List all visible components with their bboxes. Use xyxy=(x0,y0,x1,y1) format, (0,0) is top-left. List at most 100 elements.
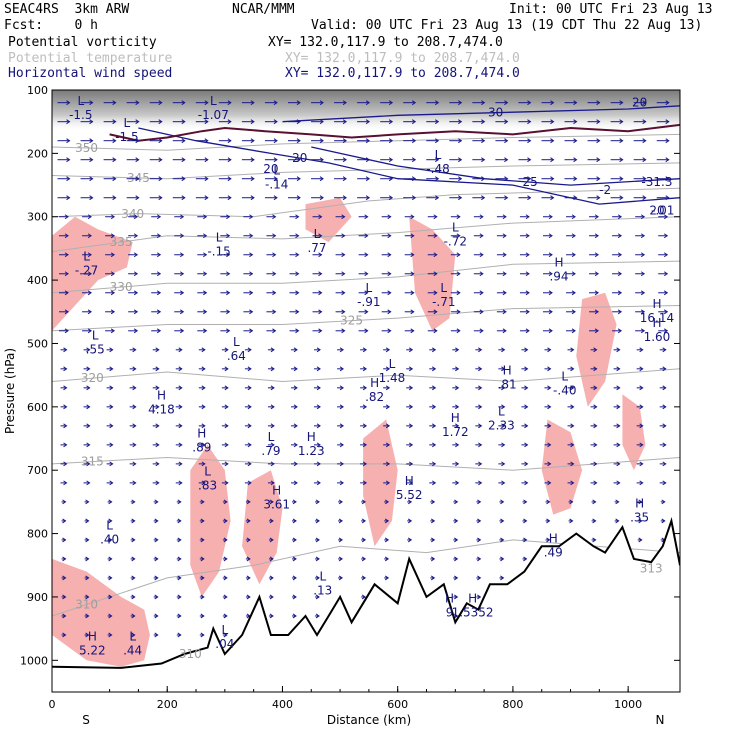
wind-vector xyxy=(613,347,621,353)
wind-vector xyxy=(126,157,140,163)
wind-vector xyxy=(590,347,598,353)
wind-vector xyxy=(290,480,298,486)
wind-vector xyxy=(128,252,139,258)
wind-vector xyxy=(290,442,298,448)
wind-vector xyxy=(542,309,553,315)
wind-vector xyxy=(129,347,137,353)
wind-vector xyxy=(84,613,90,619)
wind-vector xyxy=(636,461,644,467)
wind-vector xyxy=(358,290,369,296)
wind-vector xyxy=(107,499,113,505)
wind-vector xyxy=(337,385,344,391)
wind-vector xyxy=(633,195,647,201)
wind-vector xyxy=(153,632,159,638)
wind-vector xyxy=(287,176,301,182)
extremum-low-marker: L xyxy=(106,519,113,533)
wind-vector xyxy=(268,594,274,600)
extremum-value: 3.61 xyxy=(263,498,290,512)
wind-vector xyxy=(106,461,114,467)
wind-vector xyxy=(312,252,323,258)
wind-vector xyxy=(544,423,552,429)
wind-vector xyxy=(495,195,509,201)
extremum-value: -1.5 xyxy=(115,130,138,144)
wind-vector xyxy=(453,499,459,505)
wind-vector xyxy=(587,138,601,144)
wind-vector xyxy=(519,233,530,239)
field-name-wind: Horizontal wind speed xyxy=(8,66,173,81)
wind-vector xyxy=(244,480,252,486)
wind-vector xyxy=(220,252,231,258)
wind-vector xyxy=(84,575,90,581)
wind-vector xyxy=(544,461,552,467)
wind-vector xyxy=(266,328,277,334)
wind-vector xyxy=(195,176,209,182)
wind-vector xyxy=(360,366,368,372)
extremum-high-marker: H xyxy=(503,363,512,377)
wind-vector xyxy=(476,594,482,600)
wind-vector xyxy=(472,176,486,182)
wind-vector xyxy=(243,271,254,277)
wind-vector xyxy=(613,366,621,372)
wind-vector xyxy=(357,100,371,106)
wind-vector xyxy=(429,480,437,486)
wind-vector xyxy=(544,385,552,391)
wind-vector xyxy=(266,271,277,277)
extremum-low-marker: L xyxy=(124,116,131,130)
wind-vector xyxy=(314,366,321,372)
wind-vector xyxy=(244,385,252,391)
wind-vector xyxy=(84,594,90,600)
extremum-value: -.48 xyxy=(426,162,449,176)
wind-vector xyxy=(403,100,417,106)
y-tick-label: 600 xyxy=(27,401,48,414)
wind-vector xyxy=(403,195,417,201)
contour-label: -31.3 xyxy=(641,175,672,189)
wind-vector xyxy=(541,195,555,201)
wind-vector xyxy=(83,461,91,467)
wind-vector xyxy=(197,290,208,296)
wind-vector xyxy=(107,594,113,600)
extremum-low-marker: L xyxy=(389,357,396,371)
extremum-value: -.14 xyxy=(265,178,288,192)
wind-vector xyxy=(337,366,344,372)
wind-vector xyxy=(610,119,624,125)
wind-vector xyxy=(360,404,368,410)
wind-vector xyxy=(287,100,301,106)
wind-vector xyxy=(218,176,232,182)
wind-vector xyxy=(312,233,323,239)
wind-vector xyxy=(476,499,482,505)
wind-vector xyxy=(587,100,601,106)
wind-vector xyxy=(245,556,251,562)
theta-contour-label: 315 xyxy=(81,455,104,469)
extremum-value: .64 xyxy=(227,349,246,363)
wind-vector xyxy=(175,347,183,353)
wind-vector xyxy=(60,423,68,429)
wind-vector xyxy=(314,423,321,429)
extremum-value: .89 xyxy=(192,441,211,455)
extremum-value: 16.14 xyxy=(640,311,674,325)
wind-vector xyxy=(380,157,394,163)
wind-vector xyxy=(61,537,67,543)
wind-vector xyxy=(590,442,598,448)
wind-vector xyxy=(289,233,300,239)
wind-vector xyxy=(358,252,369,258)
wind-vector xyxy=(518,157,532,163)
wind-vector xyxy=(83,480,91,486)
wind-vector xyxy=(635,252,646,258)
wind-vector xyxy=(404,309,415,315)
wind-vector xyxy=(610,138,624,144)
theta-contour-340 xyxy=(52,187,680,218)
wind-vector xyxy=(241,138,255,144)
wind-vector xyxy=(83,385,91,391)
wind-vector xyxy=(452,347,460,353)
wind-vector xyxy=(335,233,346,239)
wind-vector xyxy=(244,366,252,372)
wind-vector xyxy=(452,423,460,429)
extremum-high-marker: H xyxy=(635,496,644,510)
wind-vector xyxy=(495,157,509,163)
wind-vector xyxy=(475,347,483,353)
wind-vector xyxy=(130,537,136,543)
wind-vector xyxy=(429,442,437,448)
wind-vector xyxy=(591,518,597,524)
extremum-high-marker: H xyxy=(652,297,661,311)
wind-vector xyxy=(361,556,367,562)
